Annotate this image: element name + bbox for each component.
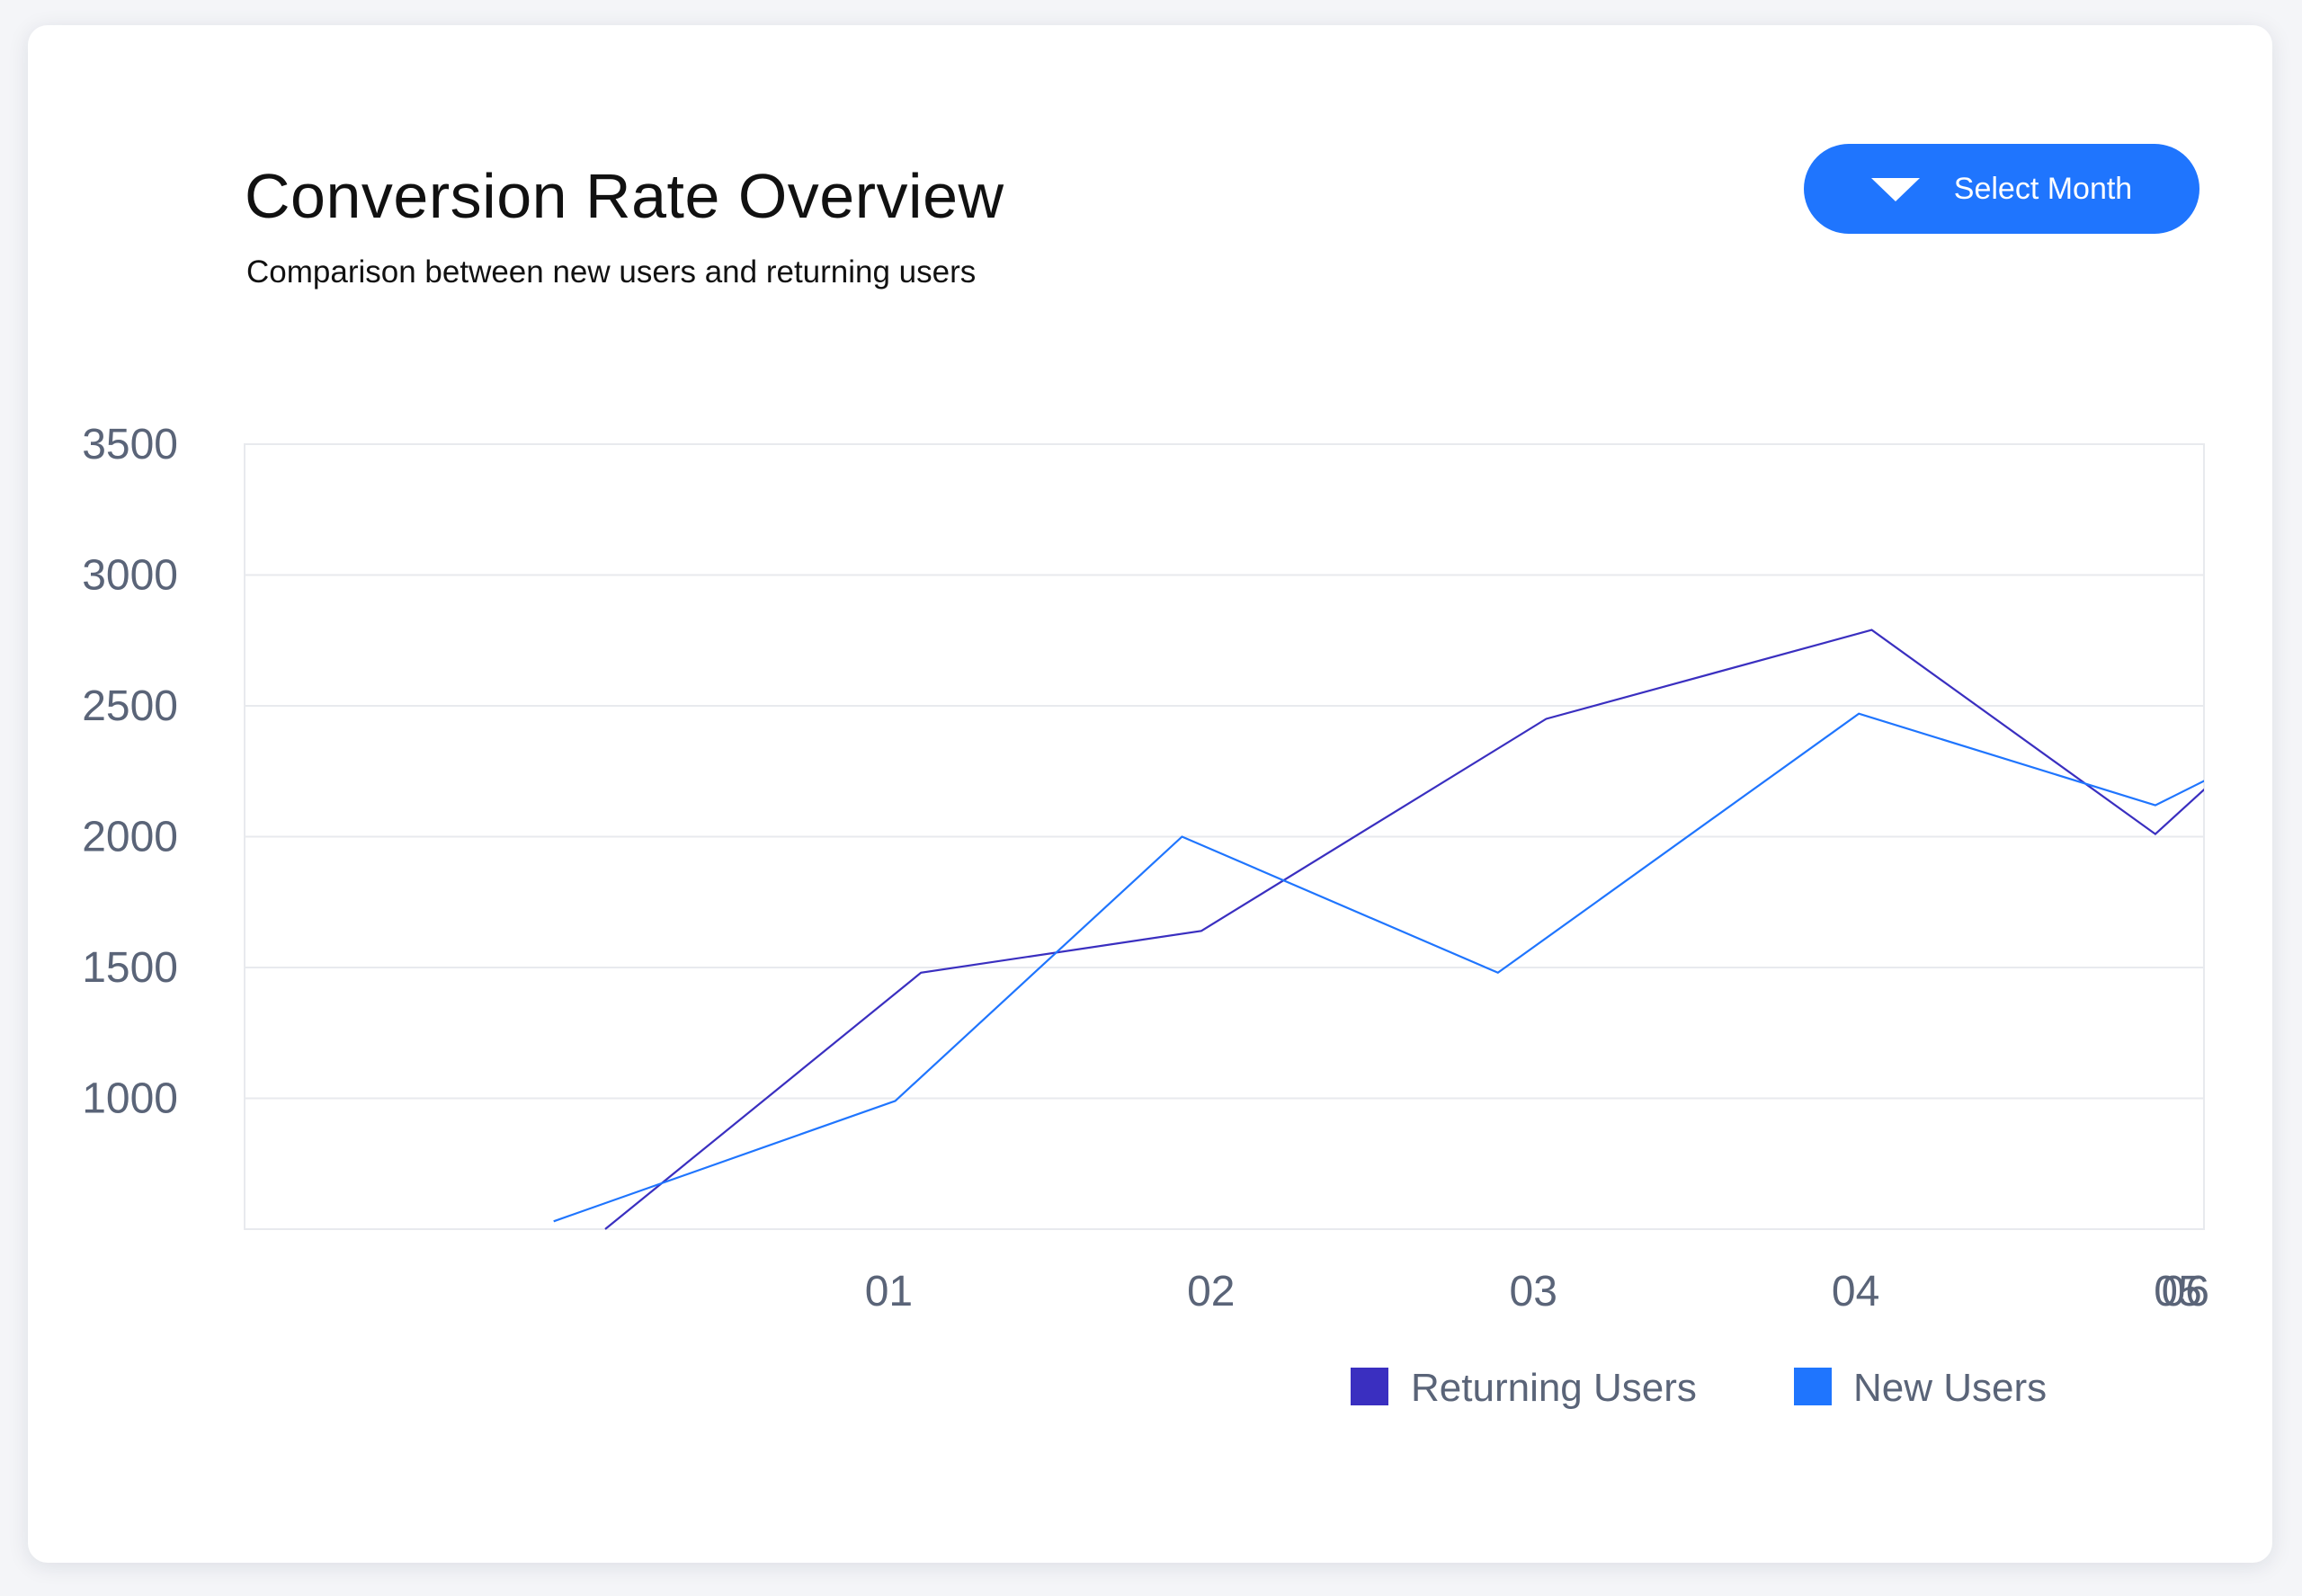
x-tick-label: 02 <box>1187 1268 1235 1315</box>
x-tick-label: 05 <box>2154 1268 2201 1315</box>
legend-swatch <box>1351 1368 1388 1405</box>
chart-title: Conversion Rate Overview <box>245 161 1004 231</box>
y-tick-label: 2500 <box>82 682 178 730</box>
select-month-button[interactable]: Select Month <box>1804 144 2199 234</box>
x-tick-label: 06 <box>2162 1268 2209 1315</box>
series-line-new-users <box>553 712 2204 1223</box>
legend-swatch <box>1794 1368 1832 1405</box>
chart-card <box>28 25 2272 1563</box>
caret-down-icon <box>1870 178 1920 201</box>
x-tick-label: 04 <box>1832 1268 1879 1315</box>
legend-label: New Users <box>1853 1366 2047 1410</box>
y-axis-ticks: 1000 1500 2000 2500 3000 3500 <box>82 421 178 1123</box>
y-tick-label: 2000 <box>82 814 178 861</box>
select-month-label: Select Month <box>1953 171 2133 206</box>
y-tick-label: 1000 <box>82 1075 178 1123</box>
series-layer <box>553 629 2204 1230</box>
series-line-returning-users <box>604 629 2204 1230</box>
legend-label: Returning Users <box>1411 1366 1697 1410</box>
legend: Returning Users New Users <box>1351 1366 2047 1410</box>
x-tick-label: 01 <box>865 1268 913 1315</box>
y-tick-label: 3000 <box>82 552 178 600</box>
chart-subtitle: Comparison between new users and returni… <box>246 254 977 290</box>
y-tick-label: 3500 <box>82 421 178 468</box>
y-tick-label: 1500 <box>82 944 178 992</box>
x-tick-label: 03 <box>1510 1268 1557 1315</box>
grid-layer <box>244 443 2205 1230</box>
